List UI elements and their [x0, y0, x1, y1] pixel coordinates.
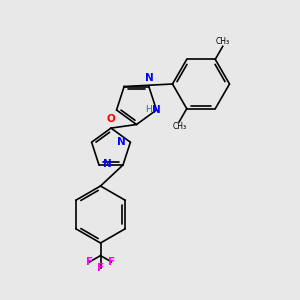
- Text: H: H: [145, 106, 152, 115]
- Text: N: N: [117, 136, 126, 147]
- Text: CH₃: CH₃: [216, 37, 230, 46]
- Text: N: N: [103, 159, 112, 170]
- Text: F: F: [86, 257, 93, 267]
- Text: F: F: [108, 257, 115, 267]
- Text: CH₃: CH₃: [172, 122, 186, 131]
- Text: N: N: [145, 73, 154, 82]
- Text: F: F: [97, 263, 104, 273]
- Text: O: O: [106, 114, 116, 124]
- Text: N: N: [152, 105, 161, 115]
